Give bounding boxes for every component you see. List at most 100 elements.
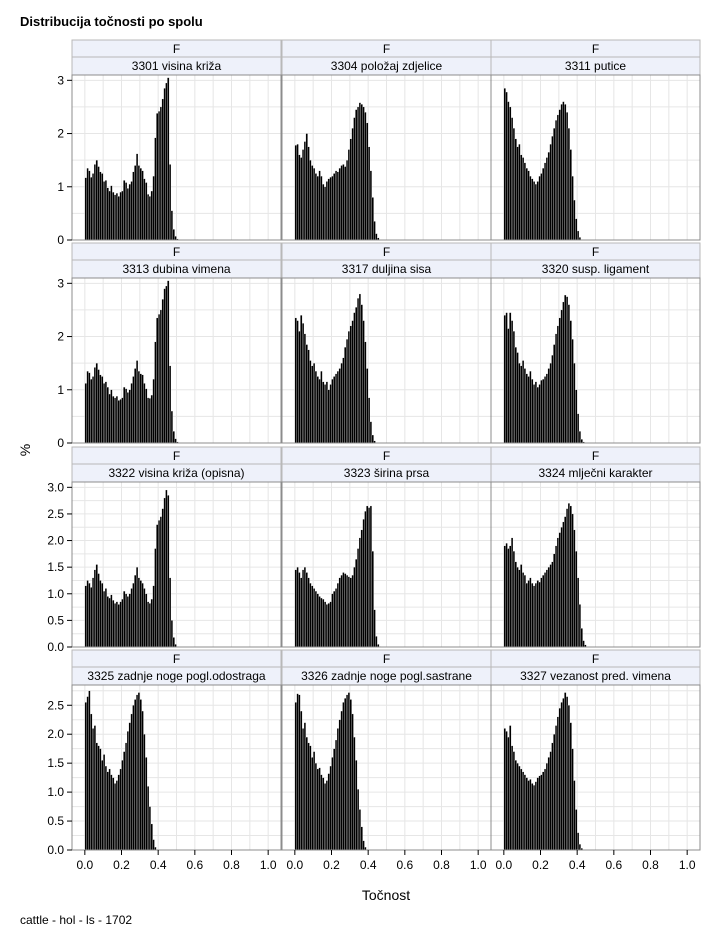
histogram-bar — [320, 371, 323, 444]
histogram-bar — [536, 580, 539, 648]
histogram-bar — [101, 760, 104, 851]
histogram-bar — [132, 705, 135, 851]
histogram-bar — [137, 577, 140, 648]
histogram-bar — [154, 341, 157, 444]
histogram-bar — [172, 637, 175, 648]
histogram-bar — [97, 745, 100, 851]
histogram-bar — [562, 101, 565, 241]
histogram-bar — [571, 748, 574, 851]
histogram-bar — [92, 577, 95, 648]
histogram-bar — [314, 173, 317, 241]
histogram-bar — [114, 397, 117, 444]
footnote: cattle - hol - ls - 1702 — [20, 913, 133, 927]
x-tick-label: 0.4 — [360, 858, 377, 872]
histogram-bar — [313, 363, 316, 444]
histogram-bar — [327, 389, 330, 444]
y-tick-label: 0.5 — [47, 814, 64, 828]
histogram-bar — [143, 734, 146, 851]
histogram-bar — [511, 537, 514, 648]
histogram-bar — [531, 583, 534, 648]
histogram-bar — [309, 583, 312, 648]
panel-trait-label: 3320 susp. ligament — [542, 262, 650, 276]
histogram-bar — [558, 317, 561, 444]
histogram-bar — [163, 88, 166, 241]
histogram-bar — [125, 182, 128, 241]
histogram-bar — [90, 587, 93, 648]
panel-sex-label: F — [173, 245, 180, 259]
histogram-bar — [136, 567, 139, 648]
histogram-bar — [523, 575, 526, 648]
histogram-bar — [555, 333, 558, 444]
histogram-bar — [534, 583, 537, 648]
histogram-bar — [547, 368, 550, 444]
histogram-bar — [97, 573, 100, 648]
histogram-bar — [114, 194, 117, 241]
histogram-bar — [316, 593, 319, 648]
histogram-bar — [355, 559, 358, 648]
histogram-bar — [314, 763, 317, 851]
x-tick-label: 0.4 — [569, 858, 586, 872]
histogram-bar — [322, 381, 325, 444]
histogram-bar — [139, 580, 142, 648]
histogram-bar — [298, 154, 301, 241]
histogram-bar — [311, 365, 314, 444]
histogram-bar — [117, 604, 120, 648]
histogram-bar — [311, 165, 314, 241]
histogram-bar — [346, 160, 349, 241]
histogram-bar — [349, 699, 352, 851]
histogram-bar — [542, 379, 545, 444]
histogram-bar — [106, 596, 109, 648]
histogram-bar — [307, 577, 310, 648]
histogram-bar — [325, 381, 328, 444]
histogram-bar — [150, 190, 153, 241]
histogram-bar — [544, 768, 547, 851]
histogram-bar — [520, 564, 523, 648]
x-tick-label: 0.6 — [186, 858, 203, 872]
histogram-bar — [161, 508, 164, 648]
histogram-bar — [158, 314, 161, 444]
histogram-bar — [346, 339, 349, 444]
x-axis-label: Točnost — [362, 887, 410, 903]
x-tick-label: 0.8 — [433, 858, 450, 872]
histogram-bar — [368, 146, 371, 241]
histogram-bar — [512, 128, 515, 241]
histogram-bar — [544, 162, 547, 241]
histogram-bar — [134, 699, 137, 851]
histogram-bar — [360, 529, 363, 648]
y-tick-label: 3 — [57, 73, 64, 87]
histogram-bar — [327, 178, 330, 241]
histogram-bar — [123, 590, 126, 648]
histogram-bar — [547, 757, 550, 851]
histogram-bar — [368, 507, 371, 648]
histogram-bar — [104, 588, 107, 648]
histogram-bar — [347, 331, 350, 444]
histogram-bar — [507, 328, 510, 444]
histogram-bar — [132, 583, 135, 648]
histogram-bar — [551, 561, 554, 648]
histogram-bar — [338, 368, 341, 444]
histogram-bar — [125, 593, 128, 648]
histogram-bar — [159, 106, 162, 241]
histogram-bar — [540, 774, 543, 851]
histogram-bar — [560, 527, 563, 648]
histogram-bar — [575, 218, 578, 241]
histogram-bar — [566, 696, 569, 851]
histogram-bar — [527, 170, 530, 241]
histogram-bar — [139, 373, 142, 444]
histogram-bar — [139, 168, 142, 241]
histogram-bar — [106, 386, 109, 444]
histogram-bar — [344, 166, 347, 241]
histogram-bar — [523, 774, 526, 851]
histogram-bar — [360, 104, 363, 241]
histogram-bar — [518, 363, 521, 444]
histogram-bar — [571, 176, 574, 241]
histogram-bar — [86, 371, 89, 444]
histogram-bar — [106, 187, 109, 241]
histogram-bar — [110, 594, 113, 648]
histogram-bar — [362, 320, 365, 444]
histogram-bar — [338, 577, 341, 648]
histogram-bar — [566, 112, 569, 241]
histogram-bar — [302, 728, 305, 851]
histogram-bar — [121, 190, 124, 241]
histogram-bar — [325, 780, 328, 851]
